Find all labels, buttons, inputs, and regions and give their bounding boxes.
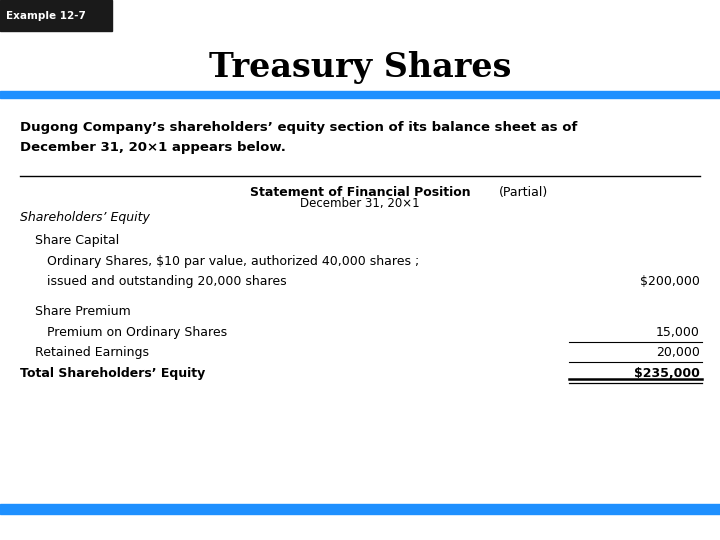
Text: Statement of Financial Position: Statement of Financial Position bbox=[250, 186, 470, 199]
Text: Premium on Ordinary Shares: Premium on Ordinary Shares bbox=[47, 326, 227, 339]
Text: December 31, 20×1: December 31, 20×1 bbox=[300, 197, 420, 210]
FancyBboxPatch shape bbox=[0, 0, 112, 31]
Text: 20,000: 20,000 bbox=[656, 346, 700, 359]
Text: Retained Earnings: Retained Earnings bbox=[35, 346, 148, 359]
Text: 15,000: 15,000 bbox=[656, 326, 700, 339]
Text: Share Capital: Share Capital bbox=[35, 234, 119, 247]
Text: Statement of Financial Position (Partial): Statement of Financial Position (Partial… bbox=[237, 186, 483, 199]
Text: Example 12-7: Example 12-7 bbox=[6, 11, 86, 21]
Text: Total Shareholders’ Equity: Total Shareholders’ Equity bbox=[20, 367, 205, 380]
Text: issued and outstanding 20,000 shares: issued and outstanding 20,000 shares bbox=[47, 275, 287, 288]
Bar bbox=[0, 91, 720, 98]
Text: Ordinary Shares, $10 par value, authorized 40,000 shares ;: Ordinary Shares, $10 par value, authoriz… bbox=[47, 255, 419, 268]
Text: Share Premium: Share Premium bbox=[35, 305, 130, 318]
Text: $235,000: $235,000 bbox=[634, 367, 700, 380]
Text: Dugong Company’s shareholders’ equity section of its balance sheet as of
Decembe: Dugong Company’s shareholders’ equity se… bbox=[20, 122, 577, 153]
Bar bbox=[0, 504, 720, 514]
Text: $200,000: $200,000 bbox=[640, 275, 700, 288]
Text: (Partial): (Partial) bbox=[499, 186, 548, 199]
Text: Treasury Shares: Treasury Shares bbox=[209, 51, 511, 84]
Text: Shareholders’ Equity: Shareholders’ Equity bbox=[20, 211, 150, 224]
